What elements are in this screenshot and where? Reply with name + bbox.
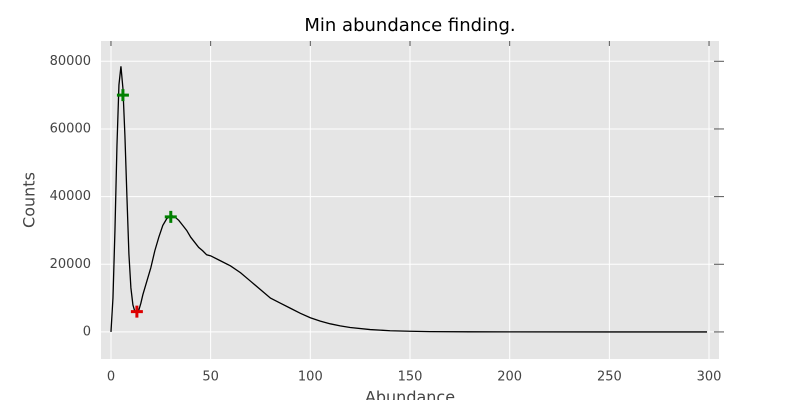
y-axis-label: Counts — [20, 172, 39, 228]
x-axis-label: Abundance — [365, 388, 455, 400]
marker — [130, 305, 143, 318]
data-line — [110, 66, 708, 333]
x-tick-label: 0 — [107, 370, 115, 385]
x-tick-label: 200 — [497, 370, 522, 385]
x-tick-label: 150 — [398, 370, 423, 385]
y-tick-label: 20000 — [50, 257, 91, 272]
grid — [101, 41, 724, 359]
y-tick-label: 40000 — [50, 189, 91, 204]
x-tick-label: 50 — [202, 370, 219, 385]
chart-title: Min abundance finding. — [304, 15, 515, 36]
x-tick-label: 300 — [697, 370, 722, 385]
marker — [164, 210, 177, 223]
marks — [110, 66, 708, 333]
marker — [116, 89, 129, 102]
x-tick-label: 100 — [298, 370, 323, 385]
y-tick-label: 0 — [83, 324, 91, 339]
y-tick-label: 60000 — [50, 121, 91, 136]
y-tick-label: 80000 — [50, 54, 91, 69]
x-tick-label: 250 — [597, 370, 622, 385]
